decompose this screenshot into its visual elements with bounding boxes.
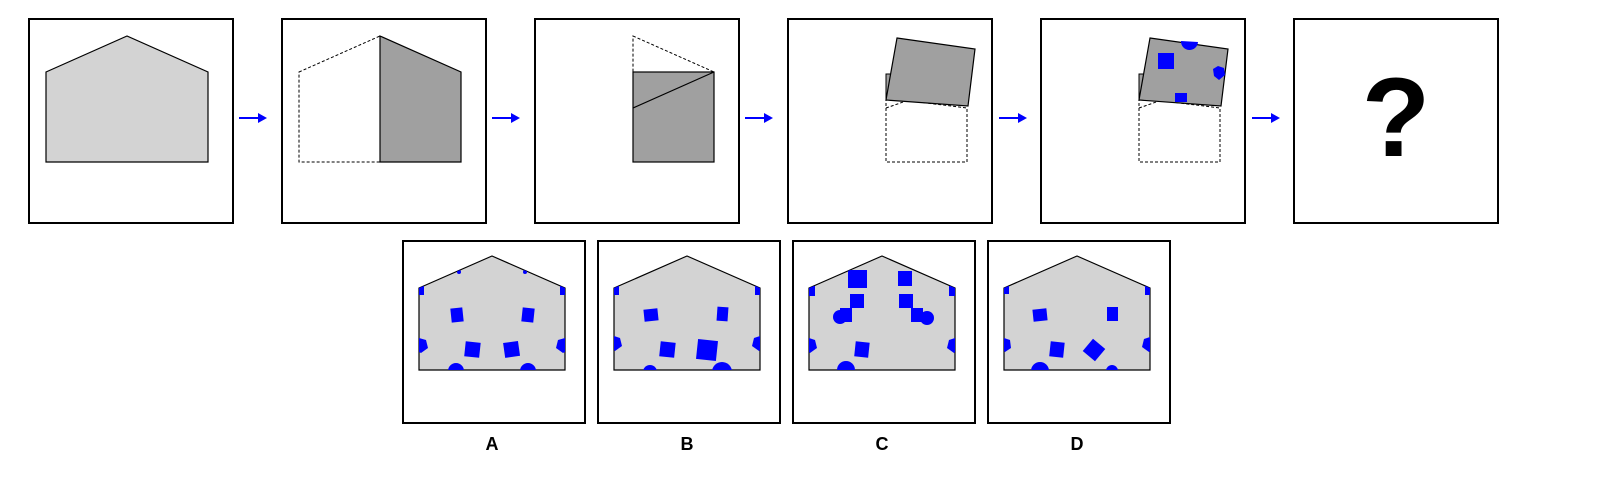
arrow-right-icon xyxy=(999,113,1027,123)
option-a-label: A xyxy=(485,434,499,454)
option-a-figure xyxy=(418,255,566,371)
option-a-panel[interactable] xyxy=(402,240,586,424)
fold-roof-figure xyxy=(632,35,715,163)
roof-outline xyxy=(632,35,715,73)
question-panel: ? xyxy=(1293,18,1499,224)
option-b-figure xyxy=(613,255,761,371)
punch-figure xyxy=(1138,37,1229,163)
step-1-unfolded-panel xyxy=(28,18,234,224)
option-c-figure xyxy=(808,255,956,371)
option-b-panel[interactable] xyxy=(597,240,781,424)
question-mark: ? xyxy=(1361,55,1431,180)
rotated-stack xyxy=(885,37,976,107)
step-3-fold-panel xyxy=(534,18,740,224)
option-b-label: B xyxy=(680,434,694,454)
rotate-figure xyxy=(885,37,976,163)
stack-outline xyxy=(885,97,968,163)
fold-left-figure xyxy=(298,35,462,163)
hole-square xyxy=(1158,53,1174,69)
option-c-label: C xyxy=(875,434,889,454)
arrow-right-icon xyxy=(745,113,773,123)
hole-semicircle xyxy=(1180,41,1198,51)
arrow-right-icon xyxy=(492,113,520,123)
step-2-fold-panel xyxy=(281,18,487,224)
option-d-panel[interactable] xyxy=(987,240,1171,424)
arrow-right-icon xyxy=(239,113,267,123)
option-d-label: D xyxy=(1070,434,1084,454)
arrow-right-icon xyxy=(1252,113,1280,123)
folded-half xyxy=(379,35,462,163)
hole-small-square xyxy=(1175,93,1187,102)
folded-away-outline xyxy=(298,35,381,163)
option-c-panel[interactable] xyxy=(792,240,976,424)
hole-hexagon xyxy=(1213,66,1225,80)
folded-stack xyxy=(632,71,715,163)
step-4-rotate-panel xyxy=(787,18,993,224)
step-5-punch-panel xyxy=(1040,18,1246,224)
paper-shape xyxy=(45,35,209,163)
option-d-figure xyxy=(1003,255,1151,371)
unfolded-paper-figure xyxy=(45,35,209,163)
roof-fold-edge xyxy=(632,71,715,109)
